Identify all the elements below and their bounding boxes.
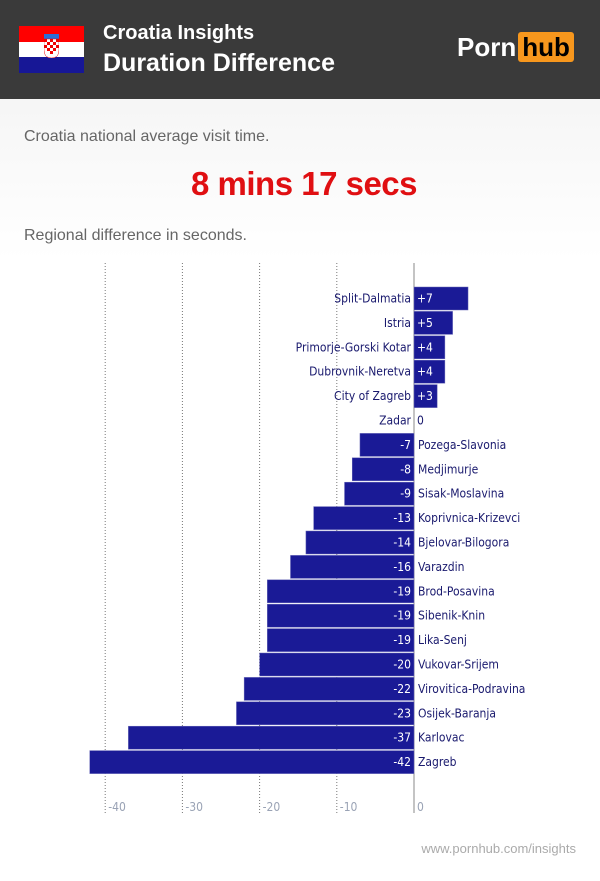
header: Croatia Insights Duration Difference Por… bbox=[0, 0, 600, 99]
category-label: Sibenik-Knin bbox=[418, 609, 485, 623]
croatia-flag-icon bbox=[19, 26, 84, 73]
bar bbox=[267, 579, 415, 604]
value-label: -7 bbox=[400, 438, 411, 452]
bar bbox=[359, 433, 415, 457]
category-label: Zadar bbox=[379, 414, 411, 428]
chart-caption: Regional difference in seconds. bbox=[24, 227, 247, 244]
bar bbox=[413, 384, 438, 408]
value-label: -13 bbox=[393, 511, 411, 525]
bar bbox=[267, 628, 415, 652]
category-label: City of Zagreb bbox=[334, 389, 411, 403]
value-label: +5 bbox=[417, 316, 433, 330]
pornhub-logo: Porn hub bbox=[457, 32, 574, 63]
value-label: 0 bbox=[417, 414, 424, 428]
bar bbox=[413, 286, 469, 311]
category-label: Lika-Senj bbox=[418, 633, 467, 647]
bar bbox=[259, 652, 415, 677]
value-label: +3 bbox=[417, 389, 433, 403]
bar bbox=[128, 725, 415, 750]
x-tick-label: -20 bbox=[263, 800, 281, 814]
category-label: Medjimurje bbox=[418, 462, 479, 476]
average-time: 8 mins 17 secs bbox=[191, 165, 418, 202]
x-tick-label: -30 bbox=[185, 800, 203, 814]
bar bbox=[413, 311, 453, 335]
category-label: Brod-Posavina bbox=[418, 584, 495, 598]
category-label: Koprivnica-Krizevci bbox=[418, 511, 520, 525]
value-label: +4 bbox=[417, 340, 433, 354]
header-subtitle: Duration Difference bbox=[103, 49, 335, 77]
value-label: -42 bbox=[393, 755, 411, 769]
x-tick-label: -10 bbox=[340, 800, 358, 814]
category-label: Karlovac bbox=[418, 731, 465, 745]
category-label: Istria bbox=[384, 316, 411, 330]
bar bbox=[413, 359, 446, 384]
bar bbox=[267, 603, 415, 628]
bar bbox=[351, 457, 415, 482]
category-label: Pozega-Slavonia bbox=[418, 438, 506, 452]
footer-url[interactable]: www.pornhub.com/insights bbox=[421, 841, 576, 856]
category-label: Virovitica-Podravina bbox=[418, 682, 525, 696]
category-label: Vukovar-Srijem bbox=[418, 658, 499, 672]
bar bbox=[313, 506, 415, 530]
bar bbox=[89, 750, 415, 774]
category-label: Bjelovar-Bilogora bbox=[418, 536, 509, 550]
category-label: Osijek-Baranja bbox=[418, 706, 496, 720]
value-label: -19 bbox=[393, 633, 411, 647]
bar bbox=[344, 481, 415, 506]
header-title: Croatia Insights bbox=[103, 22, 255, 44]
value-label: -23 bbox=[393, 706, 411, 720]
category-label: Dubrovnik-Neretva bbox=[309, 365, 411, 379]
x-tick-label: 0 bbox=[417, 800, 424, 814]
value-label: -14 bbox=[393, 536, 411, 550]
x-tick-label: -40 bbox=[108, 800, 126, 814]
value-label: +7 bbox=[417, 292, 433, 306]
bar bbox=[413, 335, 446, 360]
bar bbox=[305, 530, 415, 555]
value-label: +4 bbox=[417, 365, 433, 379]
value-label: -9 bbox=[400, 487, 411, 501]
bar bbox=[236, 701, 415, 726]
value-label: -19 bbox=[393, 584, 411, 598]
category-label: Primorje-Gorski Kotar bbox=[296, 340, 412, 354]
value-label: -37 bbox=[393, 731, 411, 745]
value-label: -8 bbox=[400, 462, 411, 476]
category-label: Varazdin bbox=[418, 560, 464, 574]
value-label: -19 bbox=[393, 609, 411, 623]
bar bbox=[243, 677, 415, 701]
value-label: -20 bbox=[393, 658, 411, 672]
value-label: -16 bbox=[393, 560, 411, 574]
value-label: -22 bbox=[393, 682, 411, 696]
intro-text: Croatia national average visit time. bbox=[24, 128, 270, 145]
bar bbox=[290, 555, 415, 579]
category-label: Zagreb bbox=[418, 755, 457, 769]
category-label: Sisak-Moslavina bbox=[418, 487, 504, 501]
category-label: Split-Dalmatia bbox=[334, 292, 411, 306]
